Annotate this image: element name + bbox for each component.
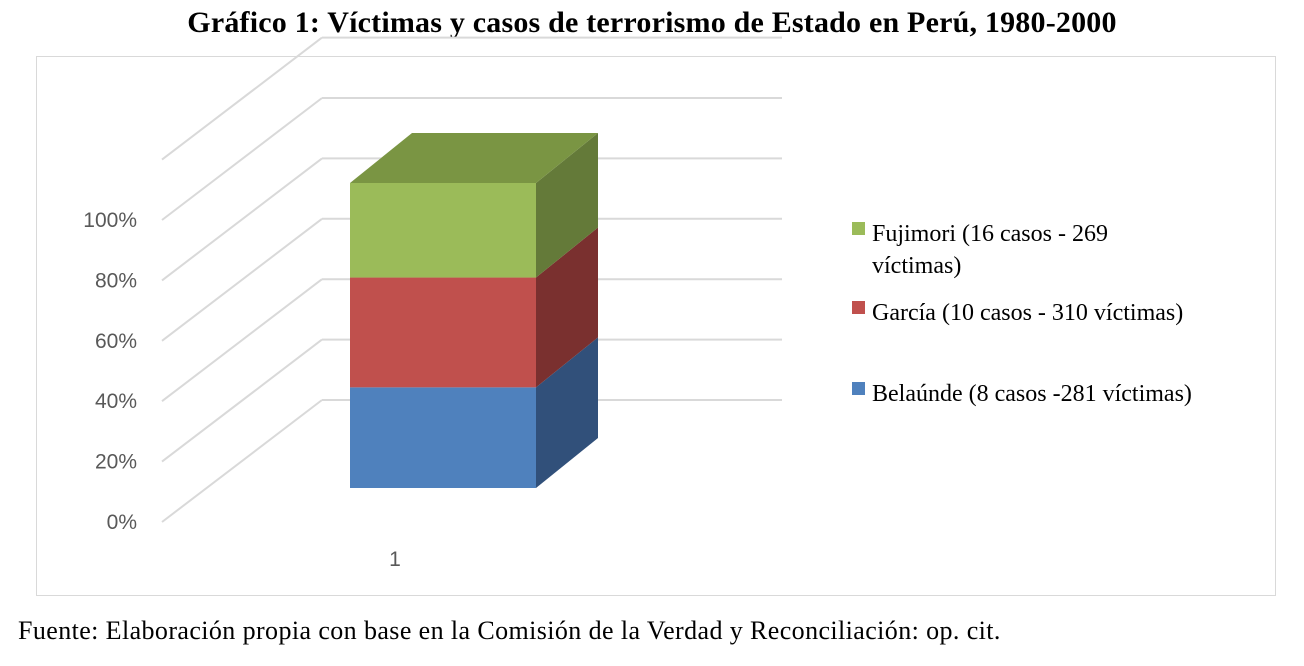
x-axis-labels: 1 [389, 548, 401, 571]
legend-label: Fujimori (16 casos - 269 víctimas) [872, 221, 1108, 279]
gridline-diagonal [161, 36, 323, 161]
gridline-diagonal [161, 218, 323, 342]
source-note: Fuente: Elaboración propia con base en l… [18, 616, 1001, 645]
segment-2-front [350, 277, 536, 388]
segment-1-front [350, 387, 536, 488]
y-tick-label: 60% [95, 330, 137, 353]
stacked-bar-chart: 0% 20% 40% 60% 80% 100% 1 Fujimori (16 casos … [83, 36, 1192, 571]
segment-2-side [536, 227, 598, 388]
y-tick-label: 100% [83, 209, 137, 232]
gridline-diagonal [161, 278, 323, 402]
segment-3-side [536, 133, 598, 278]
segment-3-front [350, 183, 536, 278]
y-tick-label: 40% [95, 390, 137, 413]
y-tick-label: 20% [95, 451, 137, 474]
segment-3-top [350, 133, 598, 183]
gridline-diagonal [161, 399, 323, 523]
chart-title: Gráfico 1: Víctimas y casos de terrorism… [187, 6, 1117, 39]
gridline-diagonal [161, 338, 323, 463]
gridline-diagonal [161, 97, 323, 221]
legend-swatch [852, 382, 865, 395]
y-axis-ticks: 0% 20% 40% 60% 80% 100% [83, 209, 137, 534]
x-tick-label: 1 [389, 548, 401, 571]
chart-frame [36, 56, 1276, 596]
y-tick-label: 80% [95, 269, 137, 292]
legend-swatch [852, 222, 865, 235]
y-tick-label: 0% [107, 511, 137, 534]
bar-segments [350, 133, 598, 488]
segment-1-side [536, 337, 598, 488]
legend-label: García (10 casos - 310 víctimas) [872, 300, 1183, 326]
gridline-diagonal [161, 157, 323, 282]
legend: Fujimori (16 casos - 269 víctimas) García … [852, 221, 1192, 407]
legend-label: Belaúnde (8 casos -281 víctimas) [872, 381, 1192, 407]
legend-swatch [852, 301, 865, 314]
